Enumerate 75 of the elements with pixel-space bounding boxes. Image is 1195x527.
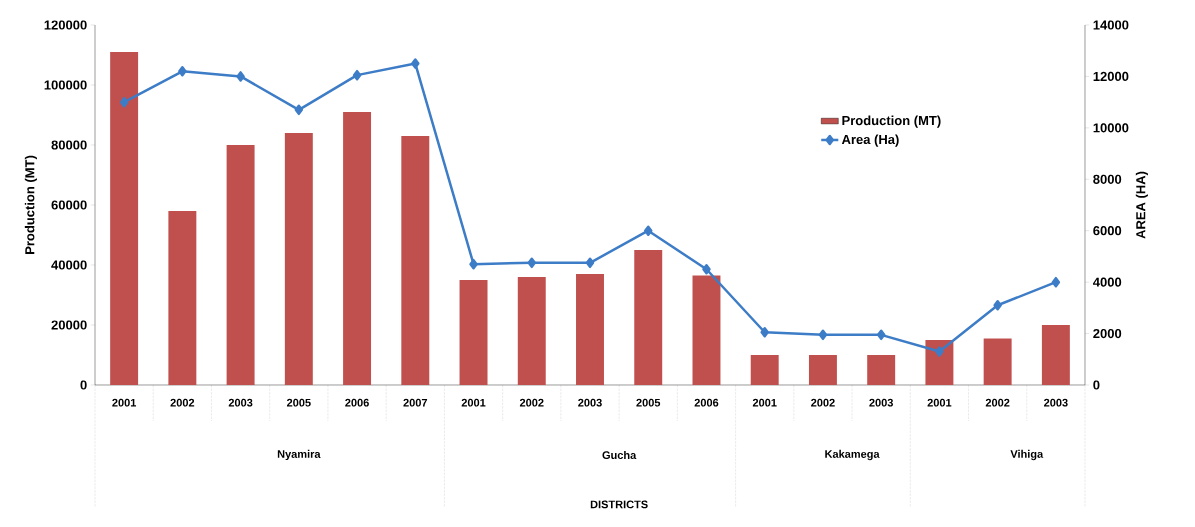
point	[935, 346, 944, 357]
point	[993, 300, 1002, 311]
text: Vihiga	[1010, 449, 1044, 461]
y2-tick-label: 12000	[1093, 71, 1129, 82]
y2-tick-label: 8000	[1093, 174, 1122, 184]
x-tick-label: 2002	[985, 398, 1010, 407]
y-tick-label: 80000	[51, 140, 87, 150]
y2-tick-label: 14000	[1093, 20, 1129, 30]
y-tick-label: 100000	[44, 80, 87, 90]
bar	[808, 354, 837, 385]
x-tick-label: 2002	[811, 398, 835, 407]
bar	[576, 273, 604, 385]
x-tick-label: 2006	[345, 398, 369, 407]
legend-label: Production (MT)	[842, 115, 941, 128]
bar	[110, 51, 139, 385]
bar	[226, 144, 255, 385]
point	[469, 258, 478, 270]
legend-label: Area (Ha)	[841, 134, 899, 147]
y-axis-title: Production (MT)	[24, 155, 37, 254]
point	[294, 104, 304, 116]
point	[643, 225, 653, 236]
x-tick-label: 2005	[286, 398, 311, 407]
x-tick-label: 2001	[927, 398, 952, 407]
point	[702, 264, 711, 275]
point	[352, 69, 362, 81]
point	[119, 96, 129, 108]
text: DISTRICTS	[590, 500, 648, 509]
x-tick-label: 2005	[636, 398, 661, 407]
y2-tick-label: 4000	[1093, 277, 1122, 287]
point	[876, 329, 886, 341]
y-tick-label: 0	[80, 380, 87, 390]
text: Kakamega	[825, 449, 880, 461]
y-tick-label: 20000	[51, 320, 87, 330]
point	[818, 329, 828, 341]
x-tick-label: 2001	[752, 398, 777, 407]
text: Gucha	[602, 450, 637, 460]
point	[585, 257, 595, 269]
bar	[1041, 324, 1070, 385]
x-tick-label: 2002	[170, 398, 195, 407]
bar	[401, 135, 430, 385]
point	[178, 66, 187, 77]
x-tick-label: 2003	[228, 398, 253, 407]
bar	[517, 276, 546, 385]
bar	[925, 339, 954, 385]
y-tick-label: 60000	[51, 200, 87, 210]
bar	[750, 354, 779, 385]
bar	[168, 210, 197, 385]
point	[760, 327, 769, 338]
x-tick-label: 2006	[694, 398, 719, 407]
y-tick-label: 40000	[51, 260, 87, 270]
point	[1051, 276, 1061, 288]
y-tick-label: 120000	[44, 20, 87, 30]
bar	[692, 275, 721, 385]
bar	[284, 132, 313, 385]
bar	[343, 111, 372, 385]
y2-tick-label: 6000	[1093, 226, 1122, 236]
x-tick-label: 2003	[1044, 398, 1068, 407]
point	[236, 71, 245, 82]
x-tick-label: 2007	[403, 398, 428, 407]
x-tick-label: 2001	[461, 398, 486, 407]
point	[527, 257, 537, 269]
text: Nyamira	[277, 449, 321, 461]
y2-axis-title: AREA (HA)	[1135, 171, 1148, 239]
x-tick-label: 2002	[519, 398, 544, 407]
y2-tick-label: 2000	[1093, 328, 1122, 339]
y2-tick-label: 0	[1093, 380, 1100, 390]
bar	[867, 354, 896, 385]
x-tick-label: 2003	[578, 398, 602, 407]
y2-tick-label: 10000	[1093, 123, 1129, 133]
bar	[459, 279, 488, 385]
x-tick-label: 2001	[112, 398, 137, 407]
bar	[983, 338, 1012, 385]
point	[411, 58, 420, 69]
bar	[634, 249, 663, 385]
x-tick-label: 2003	[869, 398, 894, 407]
